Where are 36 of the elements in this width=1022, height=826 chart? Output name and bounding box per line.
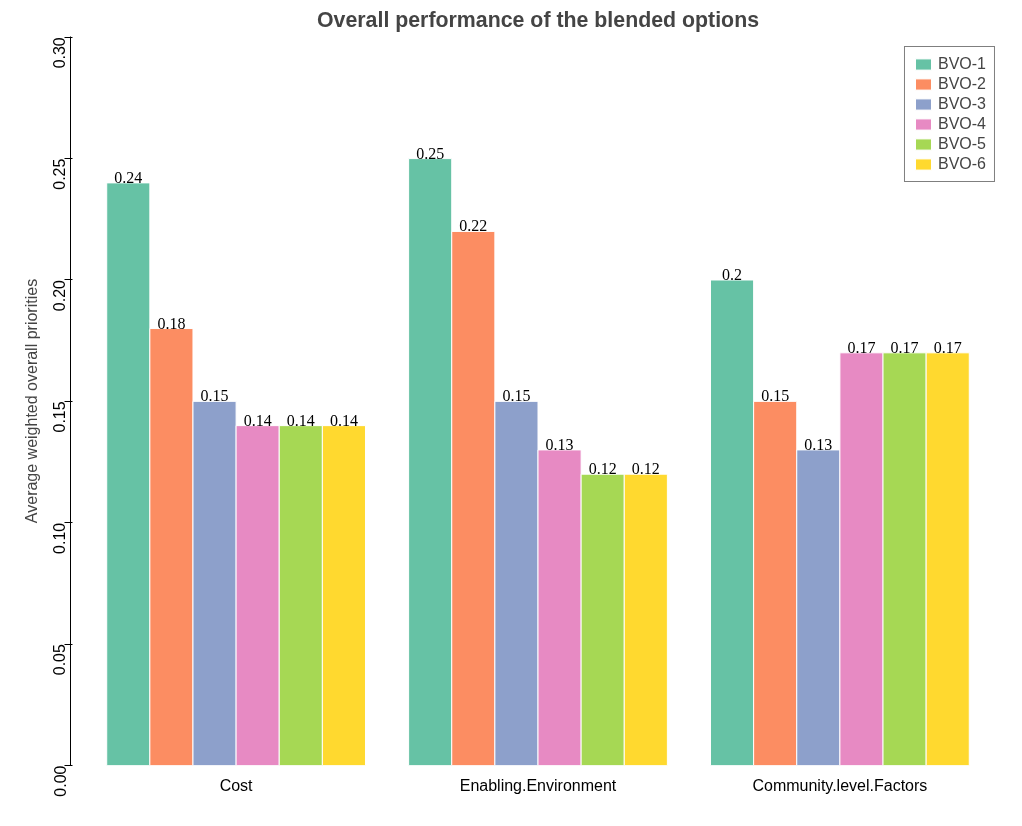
data-label: 0.14: [286, 411, 315, 429]
chart-title: Overall performance of the blended options: [316, 7, 760, 32]
data-label: 0.12: [588, 460, 617, 478]
data-label: 0.24: [114, 168, 143, 186]
data-label: 0.17: [933, 338, 962, 356]
legend-label: BVO-4: [937, 115, 986, 133]
y-tick-label: 0.05: [51, 644, 69, 676]
x-tick-label: Cost: [219, 776, 254, 794]
data-label: 0.18: [157, 314, 186, 332]
y-tick-label: 0.00: [51, 765, 69, 797]
data-label: 0.22: [459, 217, 488, 235]
y-tick-label: 0.30: [51, 37, 69, 69]
legend-label: BVO-2: [937, 75, 986, 93]
x-tick-label: Enabling.Environment: [459, 776, 617, 794]
data-label: 0.14: [243, 411, 272, 429]
y-tick-label: 0.20: [51, 279, 69, 312]
data-label: 0.15: [761, 387, 790, 405]
data-label: 0.13: [804, 435, 833, 453]
y-tick-label: 0.25: [51, 158, 69, 190]
data-label: 0.14: [329, 411, 358, 429]
data-label: 0.12: [631, 460, 660, 478]
legend-label: BVO-1: [937, 55, 986, 73]
x-tick-label: Community.level.Factors: [752, 776, 928, 794]
legend-label: BVO-6: [937, 155, 986, 173]
data-label: 0.2: [722, 265, 743, 283]
data-label: 0.15: [200, 387, 229, 405]
legend-label: BVO-5: [937, 135, 986, 153]
data-label: 0.17: [890, 338, 919, 356]
y-tick-label: 0.10: [51, 522, 69, 554]
data-label: 0.13: [545, 435, 574, 453]
y-axis-title: Average weighted overall priorities: [22, 278, 40, 524]
y-tick-label: 0.15: [51, 401, 69, 433]
data-label: 0.15: [502, 387, 531, 405]
legend-label: BVO-3: [937, 95, 986, 113]
data-label: 0.25: [416, 144, 445, 162]
data-label: 0.17: [847, 338, 876, 356]
